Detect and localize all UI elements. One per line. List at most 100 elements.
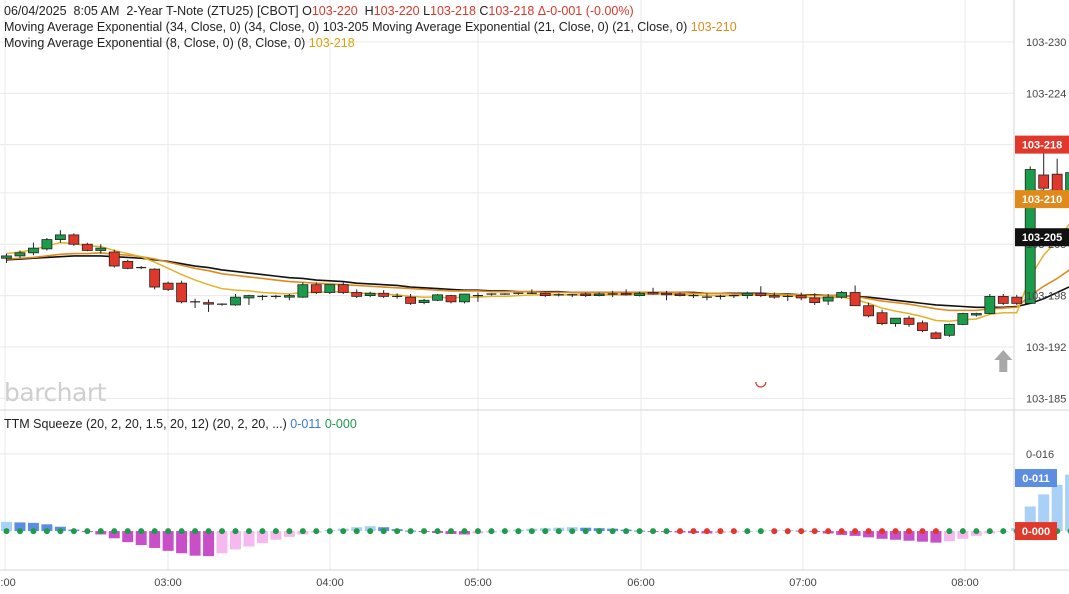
- momentum-bar: [1051, 484, 1063, 532]
- squeeze-dot: [448, 528, 455, 535]
- ttm-squeeze-value: 0-000: [324, 417, 357, 431]
- momentum-bar: [1065, 474, 1069, 532]
- momentum-bar: [863, 531, 875, 538]
- squeeze-dot: [286, 528, 293, 535]
- candle-body: [944, 323, 955, 336]
- candle-body: [176, 282, 188, 303]
- squeeze-dot: [703, 528, 710, 535]
- change-value: Δ-0-001 (-0.00%): [537, 4, 634, 18]
- close-value: 103-218: [488, 4, 535, 18]
- squeeze-dot: [299, 528, 306, 535]
- quote-header: 06/04/2025 8:05 AM 2-Year T-Note (ZTU25)…: [4, 3, 634, 19]
- ema21-label: Moving Average Exponential (21, Close, 0…: [372, 20, 688, 34]
- candle-body: [647, 292, 659, 295]
- squeeze-dot: [650, 528, 657, 535]
- buy-signal-arrow: [994, 350, 1013, 372]
- squeeze-tick-label: 0-016: [1026, 449, 1054, 461]
- candle-body: [957, 313, 969, 325]
- momentum-bar: [162, 531, 174, 551]
- candle-body: [432, 294, 443, 301]
- squeeze-dot: [205, 528, 212, 535]
- squeeze-dot: [30, 528, 37, 535]
- squeeze-badge-label: 0-011: [1022, 473, 1050, 485]
- ttm-legend[interactable]: TTM Squeeze (20, 2, 20, 1.5, 20, 12) (20…: [4, 416, 357, 432]
- squeeze-dot: [259, 528, 266, 535]
- candle-body: [162, 282, 174, 290]
- momentum-bar: [1, 521, 12, 532]
- candle-body: [122, 260, 134, 269]
- momentum-bar: [957, 531, 969, 539]
- time-tick-label: 06:00: [627, 577, 655, 589]
- squeeze-dot: [97, 528, 104, 535]
- squeeze-dot: [771, 528, 778, 535]
- candle-body: [364, 292, 376, 296]
- squeeze-dot: [313, 528, 320, 535]
- squeeze-dot: [919, 528, 926, 535]
- candle-body: [580, 293, 592, 296]
- candle-body: [903, 317, 915, 325]
- momentum-bar: [1024, 506, 1036, 532]
- momentum-bar: [149, 531, 161, 548]
- squeeze-dot: [16, 528, 23, 535]
- candle-body: [836, 292, 848, 298]
- squeeze-dot: [70, 528, 77, 535]
- moving-average-lines: [6, 223, 1069, 323]
- squeeze-dot: [124, 528, 131, 535]
- open-value: 103-220: [311, 4, 358, 18]
- study-legend-2[interactable]: Moving Average Exponential (8, Close, 0)…: [4, 35, 355, 51]
- candle-body: [634, 292, 645, 296]
- squeeze-dot: [555, 528, 562, 535]
- squeeze-dot: [744, 528, 751, 535]
- price-badge-label: 103-205: [1022, 232, 1062, 244]
- squeeze-dot: [192, 528, 199, 535]
- time-tick-label: 07:00: [789, 577, 817, 589]
- candle-body: [297, 284, 309, 298]
- candle-body: [768, 295, 780, 298]
- candle-body: [54, 234, 66, 240]
- candle-body: [661, 292, 672, 296]
- momentum-bar: [189, 531, 201, 556]
- time-tick-label: 08:00: [951, 577, 979, 589]
- momentum-bar: [890, 531, 902, 540]
- momentum-bar: [916, 531, 928, 542]
- candle-body: [203, 302, 214, 305]
- price-axis[interactable]: 103-185103-192103-198103-205103-211103-2…: [1015, 37, 1069, 541]
- study-legend-1[interactable]: Moving Average Exponential (34, Close, 0…: [4, 19, 737, 35]
- time-axis[interactable]: 2:00 03:00 04:00 05:00 06:00 07:00 08:00: [0, 577, 979, 589]
- squeeze-dot: [623, 528, 630, 535]
- squeeze-dot: [138, 528, 145, 535]
- squeeze-dot: [865, 528, 872, 535]
- squeeze-dot: [111, 528, 118, 535]
- squeeze-dot: [232, 528, 239, 535]
- low-label: L: [423, 4, 431, 18]
- ema8-line: [6, 223, 1069, 323]
- ema34-line: [6, 255, 1069, 309]
- momentum-bar: [270, 531, 282, 540]
- price-badge-label: 103-218: [1022, 140, 1062, 152]
- candle-body: [674, 293, 686, 296]
- time-tick-label: 05:00: [464, 577, 492, 589]
- squeeze-dot: [340, 528, 347, 535]
- squeeze-dot: [811, 528, 818, 535]
- time-tick-label: 2:00: [0, 577, 16, 589]
- momentum-bar: [122, 531, 134, 543]
- squeeze-dot: [569, 528, 576, 535]
- ttm-squeeze-panel: [1, 474, 1069, 557]
- candle-body: [984, 295, 996, 314]
- candle-body: [890, 317, 901, 325]
- candle-body: [755, 292, 767, 296]
- squeeze-dot: [798, 528, 805, 535]
- candle-body: [459, 293, 470, 303]
- candle-body: [324, 284, 336, 293]
- high-value: 103-220: [373, 4, 420, 18]
- candle-body: [149, 268, 161, 288]
- momentum-bar: [943, 531, 955, 542]
- candle-body: [14, 252, 26, 257]
- candle-body: [378, 292, 390, 297]
- candle-body: [863, 305, 874, 317]
- squeeze-dot: [394, 528, 401, 535]
- candle-body: [1038, 174, 1050, 189]
- squeeze-dot: [596, 528, 603, 535]
- candle-body: [68, 234, 80, 245]
